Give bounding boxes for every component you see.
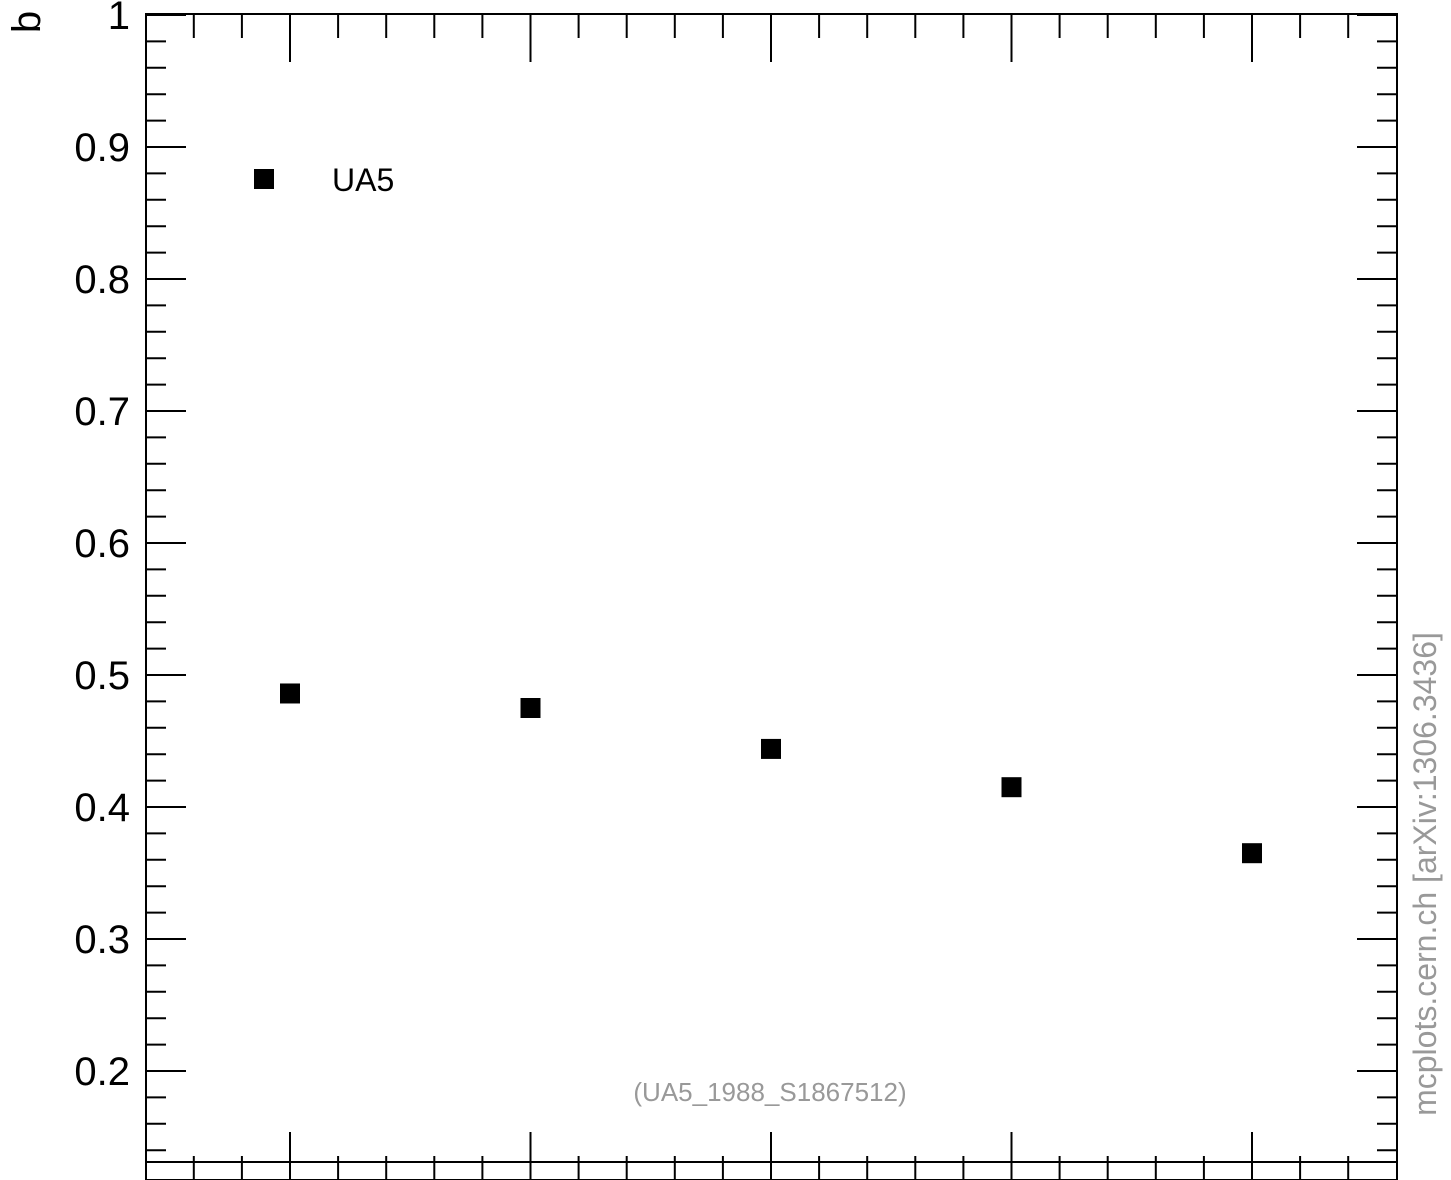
- legend-label: UA5: [332, 162, 394, 198]
- y-tick-label: 0.9: [74, 126, 130, 170]
- legend: UA5: [254, 162, 394, 198]
- y-tick-label: 0.5: [74, 654, 130, 698]
- y-tick-label: 0.3: [74, 918, 130, 962]
- legend-marker: [254, 169, 274, 189]
- analysis-reference: (UA5_1988_S1867512): [633, 1077, 906, 1107]
- y-tick-label: 0.2: [74, 1050, 130, 1094]
- y-axis-title: b: [5, 11, 49, 33]
- data-point: [520, 698, 541, 718]
- y-tick-label: 0.7: [74, 390, 130, 434]
- y-tick-label: 1: [108, 0, 130, 38]
- y-tick-label: 0.4: [74, 786, 130, 830]
- y-tick-labels: 0.2 0.3 0.4 0.5 0.6 0.7 0.8 0.9 1: [74, 0, 130, 1094]
- data-point: [1001, 777, 1022, 798]
- credit-label: mcplots.cern.ch [arXiv:1306.3436]: [1407, 632, 1443, 1116]
- y-tick-label: 0.6: [74, 522, 130, 566]
- data-point: [761, 738, 781, 759]
- data-points: [280, 683, 1262, 864]
- y-tick-label: 0.8: [74, 258, 130, 302]
- axis-ticks: [146, 14, 1397, 1180]
- data-point: [280, 683, 300, 704]
- data-point: [1242, 843, 1262, 864]
